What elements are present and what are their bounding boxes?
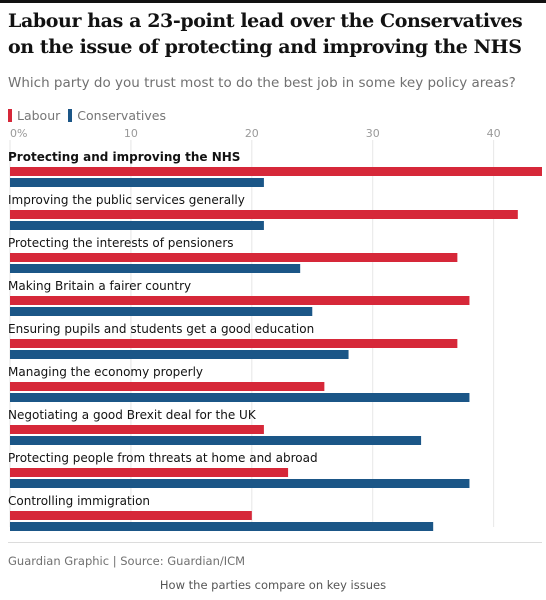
category-label: Negotiating a good Brexit deal for the U… (8, 408, 257, 422)
category-label: Improving the public services generally (8, 193, 245, 207)
x-tick-label: 0% (10, 127, 27, 140)
legend-item-conservatives: Conservatives (68, 108, 166, 123)
bar-conservatives (10, 221, 264, 230)
legend-label-conservatives: Conservatives (77, 107, 166, 123)
category-label: Protecting and improving the NHS (8, 150, 240, 164)
bar-conservatives (10, 264, 301, 273)
x-tick-label: 10 (124, 127, 138, 140)
chart-subtitle: Which party do you trust most to do the … (8, 75, 516, 91)
category-label: Controlling immigration (8, 494, 150, 508)
category-label: Ensuring pupils and students get a good … (8, 322, 314, 336)
bar-labour (10, 425, 264, 434)
bar-labour (10, 296, 470, 305)
bar-conservatives (10, 178, 264, 187)
top-rule (0, 0, 546, 3)
legend-label-labour: Labour (17, 107, 61, 123)
bar-labour (10, 511, 252, 520)
bar-labour (10, 210, 518, 219)
bar-labour (10, 339, 458, 348)
legend-swatch-conservatives (68, 108, 73, 122)
legend: Labour Conservatives (8, 107, 174, 123)
bar-conservatives (10, 522, 434, 531)
bar-conservatives (10, 436, 422, 445)
bar-labour (10, 468, 289, 477)
chart-title: Labour has a 23-point lead over the Cons… (8, 10, 523, 58)
bar-labour (10, 253, 458, 262)
bar-conservatives (10, 350, 349, 359)
category-label: Protecting people from threats at home a… (8, 451, 318, 465)
figure-caption: How the parties compare on key issues (159, 578, 387, 592)
x-tick-label: 20 (245, 127, 259, 140)
category-label: Making Britain a fairer country (8, 279, 191, 293)
bar-chart: 0% 10 20 30 40 Protecting and improving the N… (8, 127, 542, 531)
x-tick-label: 30 (366, 127, 380, 140)
bar-labour (10, 382, 325, 391)
bar-labour (10, 167, 542, 176)
x-tick-label: 40 (487, 127, 501, 140)
bar-conservatives (10, 479, 470, 488)
legend-swatch-labour (8, 108, 12, 122)
category-label: Protecting the interests of pensioners (8, 236, 234, 250)
footer-rule (8, 542, 542, 543)
bar-conservatives (10, 307, 313, 316)
category-label: Managing the economy properly (8, 365, 203, 379)
bar-conservatives (10, 393, 470, 402)
source-credit: Guardian Graphic | Source: Guardian/ICM (8, 554, 246, 568)
legend-item-labour: Labour (8, 108, 60, 123)
